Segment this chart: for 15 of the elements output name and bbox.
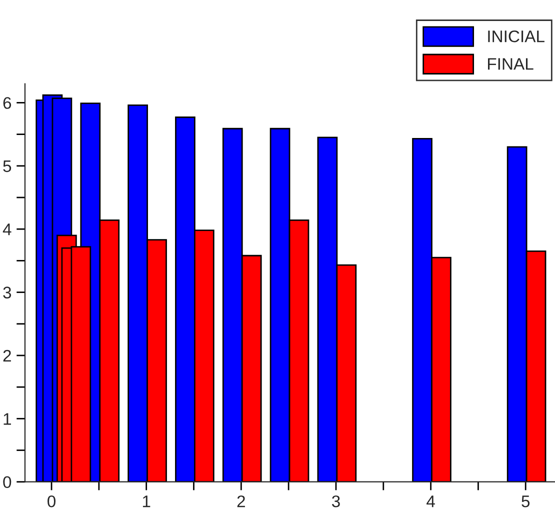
- x-tick-label: 1: [142, 496, 150, 508]
- y-tick-label: 5: [3, 160, 12, 172]
- y-tick-label: 0: [3, 476, 12, 488]
- legend-label: INICIAL: [488, 30, 544, 42]
- x-tick-label: 0: [48, 495, 56, 508]
- x-tick-label: 4: [426, 496, 435, 508]
- x-tick-label: 5: [522, 496, 530, 508]
- y-tick-label: 4: [2, 224, 12, 236]
- y-tick-label: 6: [3, 97, 12, 109]
- y-tick-label: 3: [3, 286, 12, 298]
- x-tick-label: 2: [237, 495, 245, 508]
- y-tick-label: 2: [3, 350, 11, 362]
- legend-label: FINAL: [488, 58, 534, 70]
- y-tick-label: 1: [4, 413, 11, 425]
- x-tick-label: 3: [332, 495, 340, 508]
